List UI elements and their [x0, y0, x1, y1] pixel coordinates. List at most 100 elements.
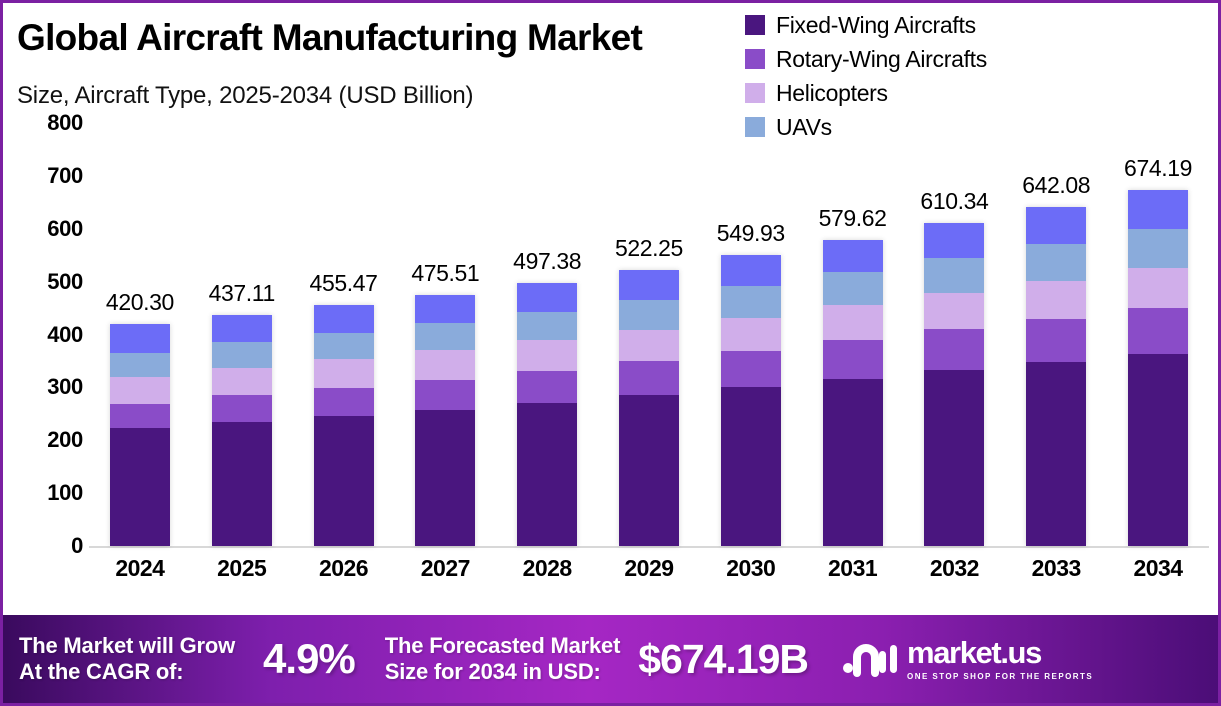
stacked-bar[interactable]: [517, 283, 578, 546]
bar-slot[interactable]: 420.30: [91, 123, 189, 546]
bar-slot[interactable]: 549.93: [702, 123, 800, 546]
bar-segment[interactable]: [313, 415, 374, 546]
x-axis-tick-label: 2028: [522, 555, 573, 581]
stacked-bar[interactable]: [924, 223, 985, 546]
stacked-bar[interactable]: [1026, 206, 1087, 546]
bar-segment[interactable]: [211, 367, 272, 396]
bar-segment[interactable]: [618, 395, 679, 546]
bar-segment[interactable]: [1128, 353, 1189, 546]
bar-value-label: 610.34: [920, 188, 989, 215]
bar-segment[interactable]: [313, 359, 374, 388]
bar-segment[interactable]: [517, 402, 578, 546]
bar-segment[interactable]: [924, 370, 985, 546]
stacked-bar[interactable]: [313, 305, 374, 546]
bar-slot[interactable]: 642.08: [1007, 123, 1105, 546]
bar-segment[interactable]: [1026, 362, 1087, 546]
chart-legend: Fixed-Wing Aircrafts Rotary-Wing Aircraft…: [745, 11, 987, 141]
stacked-bar[interactable]: [109, 323, 170, 546]
bar-segment[interactable]: [517, 311, 578, 341]
bar-slot[interactable]: 497.38: [498, 123, 596, 546]
stacked-bar[interactable]: [415, 294, 476, 546]
bar-group: 420.30 437.11 455.47 475.51 497.38 522.25 549.…: [89, 123, 1209, 546]
bar-segment[interactable]: [109, 323, 170, 354]
bar-slot[interactable]: 610.34: [905, 123, 1003, 546]
bar-segment[interactable]: [720, 317, 781, 351]
bar-segment[interactable]: [720, 350, 781, 388]
bar-value-label: 642.08: [1022, 171, 1091, 198]
y-axis-tick-label: 100: [47, 480, 83, 506]
bar-segment[interactable]: [1026, 244, 1087, 281]
logo-text: market.us ONE STOP SHOP FOR THE REPORTS: [907, 637, 1093, 681]
bar-segment[interactable]: [924, 292, 985, 330]
stacked-bar[interactable]: [618, 269, 679, 546]
bar-slot[interactable]: 455.47: [295, 123, 393, 546]
bar-segment[interactable]: [1026, 318, 1087, 362]
bar-segment[interactable]: [313, 332, 374, 360]
bar-segment[interactable]: [720, 255, 781, 286]
bar-segment[interactable]: [313, 305, 374, 333]
stacked-bar[interactable]: [211, 314, 272, 546]
legend-item[interactable]: Rotary-Wing Aircrafts: [745, 45, 987, 73]
bar-segment[interactable]: [924, 223, 985, 258]
bar-segment[interactable]: [720, 387, 781, 546]
bar-segment[interactable]: [415, 409, 476, 546]
bar-segment[interactable]: [211, 314, 272, 343]
bar-segment[interactable]: [618, 269, 679, 300]
bar-segment[interactable]: [517, 283, 578, 312]
x-axis-tick-label: 2024: [115, 555, 165, 581]
bar-segment[interactable]: [313, 387, 374, 416]
bar-slot[interactable]: 579.62: [804, 123, 902, 546]
legend-item[interactable]: Helicopters: [745, 79, 987, 107]
market-us-logo[interactable]: market.us ONE STOP SHOP FOR THE REPORTS: [842, 637, 1093, 682]
bar-segment[interactable]: [415, 322, 476, 351]
bar-segment[interactable]: [618, 299, 679, 330]
bar-segment[interactable]: [1128, 267, 1189, 308]
bar-segment[interactable]: [822, 378, 883, 546]
forecast-value: $674.19B: [638, 635, 809, 682]
bar-slot[interactable]: 674.19: [1109, 123, 1207, 546]
bar-segment[interactable]: [415, 294, 476, 323]
bar-segment[interactable]: [109, 403, 170, 429]
bar-segment[interactable]: [1026, 206, 1087, 245]
bar-segment[interactable]: [618, 361, 679, 396]
bar-segment[interactable]: [211, 342, 272, 368]
bar-segment[interactable]: [109, 428, 170, 546]
y-axis-tick-label: 400: [47, 321, 83, 347]
stacked-bar[interactable]: [1128, 189, 1189, 546]
legend-item-label: Helicopters: [776, 79, 888, 106]
bar-segment[interactable]: [109, 377, 170, 404]
x-axis-tick-label: 2029: [624, 555, 674, 581]
bar-value-label: 475.51: [411, 259, 480, 286]
bar-segment[interactable]: [822, 340, 883, 379]
bar-segment[interactable]: [822, 272, 883, 306]
bar-segment[interactable]: [415, 379, 476, 410]
bar-segment[interactable]: [822, 305, 883, 341]
cagr-label: The Market will Grow At the CAGR of:: [19, 633, 235, 686]
bar-segment[interactable]: [1128, 307, 1189, 354]
bar-segment[interactable]: [1026, 280, 1087, 319]
stacked-bar[interactable]: [822, 239, 883, 546]
bar-segment[interactable]: [211, 421, 272, 546]
bar-segment[interactable]: [211, 395, 272, 422]
bar-segment[interactable]: [109, 353, 170, 378]
stacked-bar[interactable]: [720, 255, 781, 546]
bar-segment[interactable]: [1128, 189, 1189, 230]
bar-value-label: 579.62: [818, 204, 887, 231]
bar-segment[interactable]: [517, 371, 578, 403]
bar-segment[interactable]: [822, 239, 883, 273]
bar-segment[interactable]: [924, 329, 985, 371]
legend-item[interactable]: UAVs: [745, 113, 987, 141]
y-axis-tick-label: 200: [47, 427, 83, 453]
bar-slot[interactable]: 437.11: [193, 123, 291, 546]
bar-slot[interactable]: 522.25: [600, 123, 698, 546]
bar-segment[interactable]: [1128, 229, 1189, 268]
bar-segment[interactable]: [517, 340, 578, 371]
legend-swatch-icon: [745, 117, 765, 137]
bar-segment[interactable]: [618, 329, 679, 362]
bar-segment[interactable]: [720, 285, 781, 318]
bar-slot[interactable]: 475.51: [396, 123, 494, 546]
bar-segment[interactable]: [924, 257, 985, 293]
y-axis-tick-label: 300: [47, 374, 83, 400]
bar-segment[interactable]: [415, 350, 476, 380]
legend-item[interactable]: Fixed-Wing Aircrafts: [745, 11, 987, 39]
